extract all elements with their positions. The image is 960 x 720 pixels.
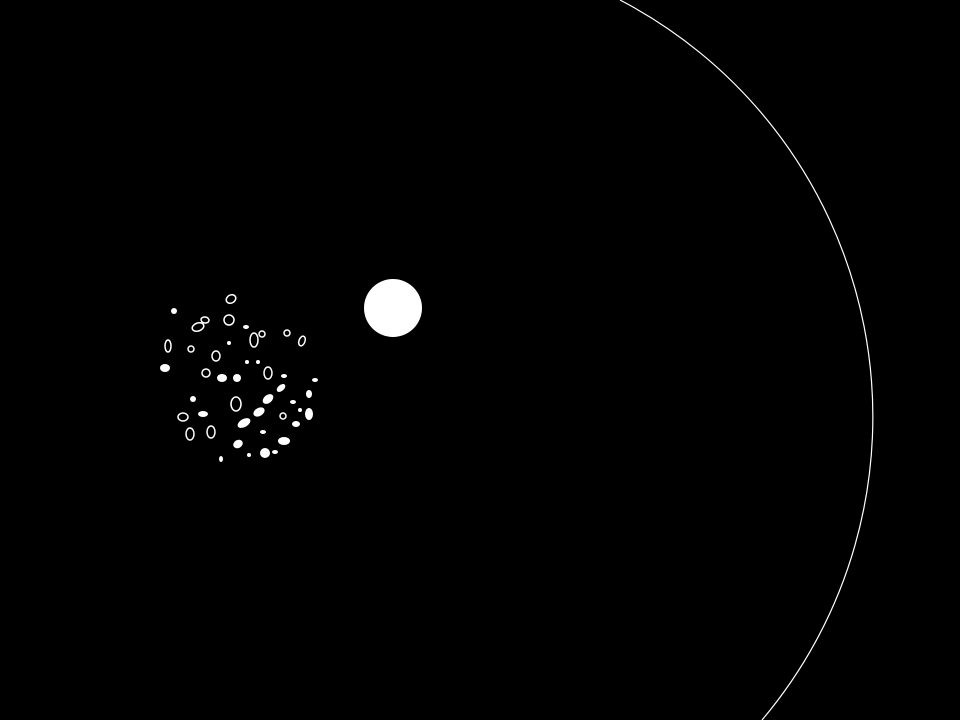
debris-fragment <box>276 384 286 392</box>
debris-fragment <box>233 374 241 382</box>
debris-fragment <box>305 408 313 420</box>
debris-fragment <box>237 418 251 428</box>
debris-fragment <box>262 394 274 404</box>
debris-fragment <box>292 421 300 427</box>
arena-boundary-arc <box>619 0 874 720</box>
debris-fragment <box>217 374 227 382</box>
debris-fragment <box>306 390 312 398</box>
debris-fragment <box>278 437 290 445</box>
debris-fragment <box>171 308 177 314</box>
debris-fragment <box>290 400 296 404</box>
debris-fragment <box>225 293 237 305</box>
debris-fragment <box>263 366 273 380</box>
debris-fragment <box>177 412 189 422</box>
debris-fragment <box>233 439 243 449</box>
debris-fragment <box>258 330 266 338</box>
debris-fragment <box>200 316 210 324</box>
debris-fragment <box>312 378 318 382</box>
debris-fragment <box>185 427 195 441</box>
debris-fragment <box>279 412 287 420</box>
debris-fragment <box>201 368 211 378</box>
debris-fragment <box>243 325 249 329</box>
debris-fragment <box>283 329 291 337</box>
debris-fragment <box>249 332 259 348</box>
debris-fragment <box>253 407 265 417</box>
debris-fragment <box>164 339 172 353</box>
debris-fragment <box>297 335 307 347</box>
debris-fragment <box>298 408 302 412</box>
debris-fragment <box>206 425 216 439</box>
debris-fragment <box>211 350 221 362</box>
debris-fragment <box>247 453 251 457</box>
debris-fragment <box>256 360 260 364</box>
debris-fragment <box>281 374 287 378</box>
debris-fragment <box>187 345 195 353</box>
debris-fragment <box>227 341 231 345</box>
planet <box>364 279 422 337</box>
debris-fragment <box>223 314 235 326</box>
debris-fragment <box>160 364 170 372</box>
debris-fragment <box>260 430 266 434</box>
debris-fragment <box>219 456 223 462</box>
debris-fragment <box>190 396 196 402</box>
debris-fragment <box>245 360 249 364</box>
debris-fragment <box>230 396 242 412</box>
debris-fragment <box>260 448 270 458</box>
debris-field <box>160 293 318 462</box>
debris-fragment <box>272 450 278 454</box>
debris-fragment <box>191 321 205 333</box>
debris-fragment <box>198 411 208 417</box>
